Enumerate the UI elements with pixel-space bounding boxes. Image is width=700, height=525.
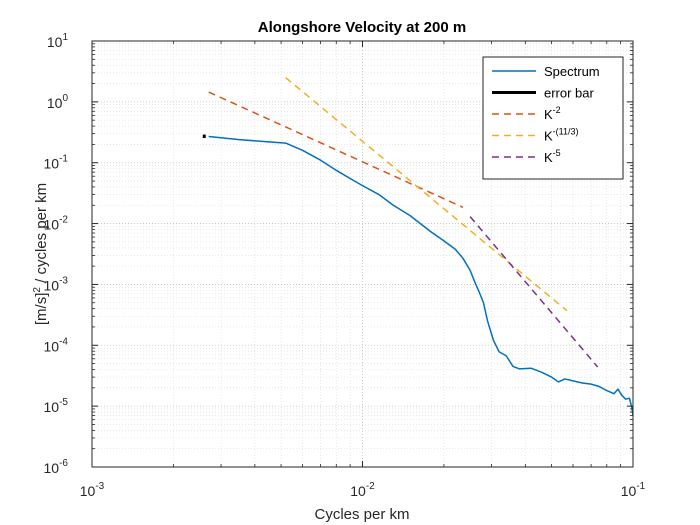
series-line-4	[469, 216, 599, 368]
y-tick-label-exp: -3	[59, 275, 68, 286]
legend-label-name: Spectrum	[544, 64, 600, 79]
legend-box	[482, 56, 624, 180]
series-line-0	[208, 135, 634, 416]
y-tick-label-exp: 1	[62, 32, 68, 43]
y-axis-label: [m/s]2 / cycles per km	[32, 183, 50, 325]
minor-grid	[92, 41, 633, 467]
legend-label-name: K	[544, 129, 553, 144]
x-axis-label: Cycles per km	[314, 506, 409, 523]
y-axis-label-rest: / cycles per km	[33, 183, 50, 287]
x-tick-label-exp: -2	[366, 481, 375, 492]
legend-label-name: K	[544, 150, 553, 165]
legend-label-3: K-(11/3)	[544, 127, 579, 144]
legend-label-name: K	[544, 107, 553, 122]
series-layer	[202, 77, 634, 416]
x-tick-label: 10-1	[621, 481, 646, 499]
x-tick-label-exp: -3	[95, 481, 104, 492]
y-tick-label: 10-2	[44, 215, 69, 233]
legend-label-exp: -5	[553, 148, 561, 158]
x-tick-labels: 10-3 10-2 10-1	[80, 481, 646, 499]
y-tick-label-exp: -2	[59, 215, 68, 226]
y-tick-label: 10-1	[44, 154, 69, 172]
y-tick-label-base: 10	[44, 277, 60, 293]
y-tick-label: 100	[47, 93, 69, 111]
y-tick-label-base: 10	[44, 156, 60, 172]
y-tick-label-exp: -6	[59, 458, 68, 469]
chart-title: Alongshore Velocity at 200 m	[258, 19, 466, 36]
legend-label-4: K-5	[544, 148, 561, 165]
y-tick-label-exp: -4	[59, 336, 68, 347]
legend-label-exp: -(11/3)	[553, 127, 579, 137]
y-tick-label-base: 10	[47, 95, 63, 111]
y-tick-label: 10-3	[44, 275, 69, 293]
legend-label-name: error bar	[544, 86, 595, 101]
x-tick-label-base: 10	[350, 483, 366, 499]
series-line-3	[285, 77, 568, 312]
y-tick-label: 10-6	[44, 458, 69, 476]
y-tick-label: 10-5	[44, 397, 69, 415]
y-tick-label-exp: 0	[62, 93, 68, 104]
y-tick-label: 101	[47, 32, 69, 50]
y-axis-label-base: [m/s]	[33, 293, 50, 326]
x-tick-label-base: 10	[621, 483, 637, 499]
x-tick-label: 10-3	[80, 481, 105, 499]
y-tick-label-exp: -1	[59, 154, 68, 165]
x-tick-label-exp: -1	[636, 481, 645, 492]
legend-label-2: K-2	[544, 105, 561, 122]
y-tick-label-base: 10	[44, 338, 60, 354]
y-tick-label-base: 10	[44, 399, 60, 415]
series-line-2	[208, 91, 464, 208]
x-tick-label-base: 10	[80, 483, 96, 499]
y-tick-label-base: 10	[44, 217, 60, 233]
y-tick-label: 10-4	[44, 336, 69, 354]
y-tick-label-base: 10	[44, 460, 60, 476]
y-tick-label-base: 10	[47, 34, 63, 50]
y-tick-label-exp: -5	[59, 397, 68, 408]
tick-marks	[91, 40, 634, 468]
y-axis-label-exp: 2	[32, 287, 43, 293]
legend-label-1: error bar	[544, 86, 595, 101]
x-tick-label: 10-2	[350, 481, 375, 499]
legend-label-0: Spectrum	[544, 64, 600, 79]
legend-label-exp: -2	[553, 105, 561, 115]
